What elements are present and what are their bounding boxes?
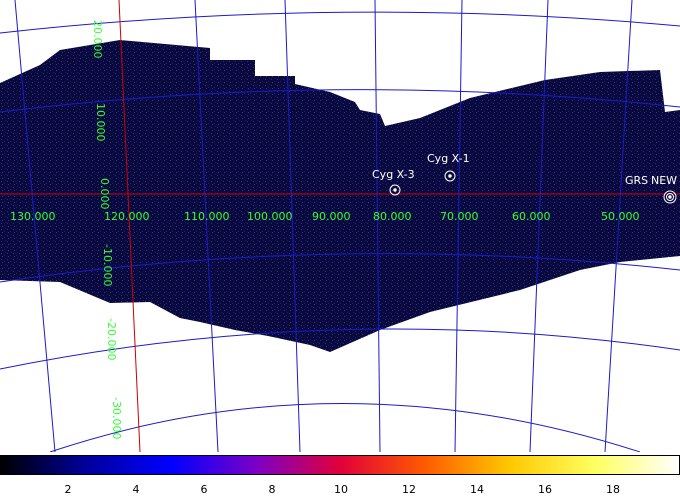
- lat-axis-line: [118, 0, 141, 452]
- lon-label-50: 50.000: [601, 210, 640, 223]
- source-label-grs: GRS: [625, 174, 648, 187]
- lon-label-120: 120.000: [104, 210, 150, 223]
- source-marker-cyg-x1[interactable]: [444, 170, 456, 182]
- source-marker-cyg-x3[interactable]: [389, 184, 401, 196]
- map-axes: [0, 0, 680, 452]
- grid-lon-100: [284, 0, 301, 452]
- colorbar: 2 4 6 8 10 12 14 16 18: [0, 452, 680, 499]
- lat-label-m10: -10.000: [101, 244, 114, 286]
- sky-map[interactable]: 130.000 120.000 110.000 100.000 90.000 8…: [0, 0, 680, 452]
- grid-lon-130: [14, 0, 56, 452]
- coordinate-grid: [0, 0, 680, 452]
- grid-lat-m20: [0, 328, 680, 370]
- lon-label-80: 80.000: [373, 210, 412, 223]
- lat-label-20: 20.000: [91, 20, 104, 59]
- lon-label-100: 100.000: [247, 210, 293, 223]
- colorbar-tick-18: 18: [606, 483, 620, 496]
- lat-label-m30: -30.000: [110, 397, 123, 439]
- source-label-cyg-x3: Cyg X-3: [372, 168, 415, 181]
- colorbar-tick-2: 2: [64, 483, 72, 496]
- colorbar-tick-8: 8: [268, 483, 276, 496]
- source-marker-grs-new[interactable]: [663, 190, 677, 204]
- lon-label-60: 60.000: [512, 210, 551, 223]
- exposure-region: [0, 40, 680, 352]
- lat-label-m20: -20.000: [105, 318, 118, 360]
- grid-lon-70: [529, 0, 549, 452]
- lon-label-130: 130.000: [10, 210, 56, 223]
- source-label-new: NEW: [651, 174, 677, 187]
- grid-lat-m10: [0, 253, 680, 283]
- lon-label-110: 110.000: [184, 210, 230, 223]
- colorbar-tick-16: 16: [538, 483, 552, 496]
- grid-lon-90: [374, 0, 381, 452]
- colorbar-tick-14: 14: [470, 483, 484, 496]
- colorbar-tick-12: 12: [402, 483, 416, 496]
- colorbar-tick-4: 4: [132, 483, 140, 496]
- colorbar-gradient: [0, 455, 680, 475]
- lon-label-90: 90.000: [312, 210, 351, 223]
- grid-lat-10: [0, 89, 680, 113]
- grid-lon-60: [604, 0, 633, 452]
- colorbar-tick-6: 6: [200, 483, 208, 496]
- lat-label-0: 0.000: [98, 178, 111, 210]
- grid-lat-20: [0, 11, 680, 34]
- grid-lon-80: [454, 0, 463, 452]
- grid-lon-110: [194, 0, 219, 452]
- lat-label-10: 10.000: [94, 103, 107, 142]
- grid-lat-m30: [49, 403, 641, 452]
- colorbar-tick-10: 10: [334, 483, 348, 496]
- lon-label-70: 70.000: [440, 210, 479, 223]
- source-label-cyg-x1: Cyg X-1: [427, 152, 470, 165]
